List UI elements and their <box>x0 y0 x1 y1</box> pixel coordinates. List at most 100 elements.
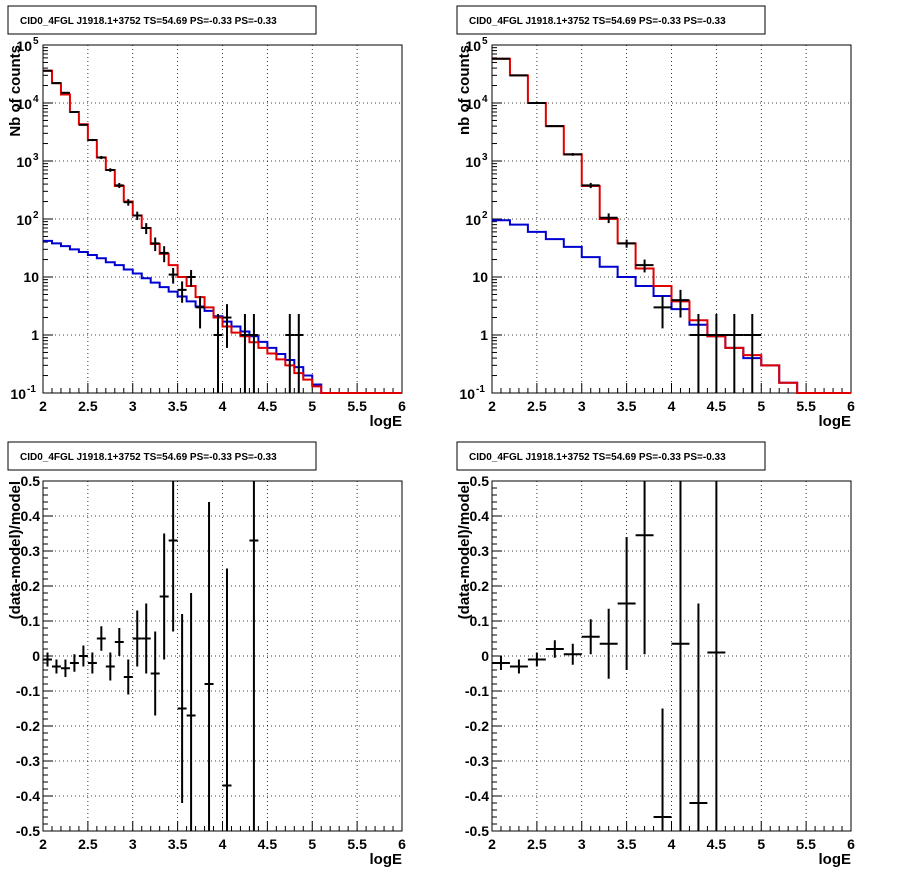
x-tick-label: 2.5 <box>78 836 98 852</box>
y-tick-label-base: 10 <box>16 96 32 112</box>
y-tick-label-base: 10 <box>459 386 475 402</box>
y-tick-label-base: 10 <box>16 38 32 54</box>
x-tick-label: 3 <box>578 836 586 852</box>
plot-frame <box>491 44 852 394</box>
plot-frame <box>42 480 403 832</box>
x-tick-label: 6 <box>398 398 406 414</box>
title-box <box>7 5 317 35</box>
chart-panel-2: CID0_4FGL J1918.1+3752 TS=54.69 PS=-0.33… <box>456 5 855 430</box>
y-tick-label: -0.1 <box>16 683 40 699</box>
y-axis-label: nb of counts <box>456 45 473 135</box>
y-tick-label-base: 10 <box>465 96 481 112</box>
y-tick-label: -0.3 <box>465 753 489 769</box>
y-tick-label: 0.4 <box>470 508 490 524</box>
y-tick-label: 0.2 <box>21 578 41 594</box>
y-tick-label: -0.5 <box>16 823 40 839</box>
x-tick-label: 2.5 <box>78 398 98 414</box>
y-tick-label: -0.1 <box>465 683 489 699</box>
y-tick-label: 0.1 <box>470 613 490 629</box>
x-tick-label: 2.5 <box>527 836 547 852</box>
y-tick-label: 10 <box>23 269 39 285</box>
x-tick-label: 3.5 <box>168 836 188 852</box>
chart-panel-1: CID0_4FGL J1918.1+3752 TS=54.69 PS=-0.33… <box>7 5 406 430</box>
title-box <box>7 441 317 471</box>
x-tick-label: 6 <box>398 836 406 852</box>
x-tick-label: 5 <box>757 398 765 414</box>
y-tick-label-exp: -1 <box>27 384 36 395</box>
y-tick-label-exp: 5 <box>482 36 488 47</box>
x-axis-label: logE <box>819 851 852 868</box>
total-model-histogram <box>43 69 402 394</box>
background-model-histogram <box>43 239 402 394</box>
x-tick-label: 3 <box>129 398 137 414</box>
chart-title: CID0_4FGL J1918.1+3752 TS=54.69 PS=-0.33… <box>469 16 726 27</box>
y-axis-label: (data-model)/model <box>7 481 24 619</box>
y-tick-label-exp: 4 <box>482 94 488 105</box>
y-tick-label-base: 10 <box>10 386 26 402</box>
x-tick-label: 4 <box>668 836 676 852</box>
y-tick-label: -0.4 <box>16 788 40 804</box>
x-tick-label: 3 <box>578 398 586 414</box>
x-tick-label: 5.5 <box>796 398 816 414</box>
y-tick-label-exp: 3 <box>482 152 488 163</box>
y-tick-label-base: 10 <box>465 38 481 54</box>
y-tick-label: 1 <box>31 327 39 343</box>
chart-title: CID0_4FGL J1918.1+3752 TS=54.69 PS=-0.33… <box>20 452 277 463</box>
y-tick-label: 1 <box>480 327 488 343</box>
y-tick-label-base: 10 <box>16 154 32 170</box>
x-tick-label: 4.5 <box>707 836 727 852</box>
y-tick-label: 0.5 <box>470 473 490 489</box>
chart-panel-3: CID0_4FGL J1918.1+3752 TS=54.69 PS=-0.33… <box>7 441 406 868</box>
y-tick-label: 10 <box>472 269 488 285</box>
x-tick-label: 4 <box>219 398 227 414</box>
title-box <box>456 5 766 35</box>
y-tick-label-base: 10 <box>16 212 32 228</box>
y-tick-label: 0.4 <box>21 508 41 524</box>
y-tick-label: 0.2 <box>470 578 490 594</box>
x-tick-label: 3.5 <box>168 398 188 414</box>
x-tick-label: 2.5 <box>527 398 547 414</box>
plot-frame <box>491 480 852 832</box>
y-tick-label-exp: 2 <box>482 210 488 221</box>
y-tick-label-exp: 4 <box>33 94 39 105</box>
x-tick-label: 6 <box>847 836 855 852</box>
chart-panel-4: CID0_4FGL J1918.1+3752 TS=54.69 PS=-0.33… <box>456 441 855 868</box>
x-tick-label: 3.5 <box>617 398 637 414</box>
x-tick-label: 3 <box>129 836 137 852</box>
title-box <box>456 441 766 471</box>
y-tick-label-exp: -1 <box>476 384 485 395</box>
x-tick-label: 4.5 <box>707 398 727 414</box>
y-tick-label-exp: 2 <box>33 210 39 221</box>
y-tick-label: 0.3 <box>470 543 490 559</box>
x-tick-label: 2 <box>488 836 496 852</box>
x-tick-label: 4 <box>219 836 227 852</box>
chart-title: CID0_4FGL J1918.1+3752 TS=54.69 PS=-0.33… <box>469 452 726 463</box>
x-tick-label: 3.5 <box>617 836 637 852</box>
y-tick-label: -0.3 <box>16 753 40 769</box>
y-tick-label: -0.2 <box>465 718 489 734</box>
y-tick-label: 0 <box>32 648 40 664</box>
x-tick-label: 2 <box>39 836 47 852</box>
x-tick-label: 5 <box>308 398 316 414</box>
x-tick-label: 5.5 <box>347 836 367 852</box>
x-axis-label: logE <box>370 851 403 868</box>
x-tick-label: 5.5 <box>796 836 816 852</box>
x-tick-label: 5 <box>308 836 316 852</box>
y-tick-label: 0.1 <box>21 613 41 629</box>
y-tick-label: -0.5 <box>465 823 489 839</box>
y-tick-label-exp: 5 <box>33 36 39 47</box>
x-tick-label: 4 <box>668 398 676 414</box>
x-tick-label: 4.5 <box>258 836 278 852</box>
x-axis-label: logE <box>819 413 852 430</box>
x-tick-label: 4.5 <box>258 398 278 414</box>
x-tick-label: 5.5 <box>347 398 367 414</box>
y-axis-label: (data-model)/model <box>456 481 473 619</box>
y-tick-label: 0 <box>481 648 489 664</box>
y-tick-label: 0.3 <box>21 543 41 559</box>
y-tick-label-exp: 3 <box>33 152 39 163</box>
y-axis-label: Nb of counts <box>7 45 24 137</box>
y-tick-label: -0.2 <box>16 718 40 734</box>
x-tick-label: 5 <box>757 836 765 852</box>
x-tick-label: 2 <box>488 398 496 414</box>
